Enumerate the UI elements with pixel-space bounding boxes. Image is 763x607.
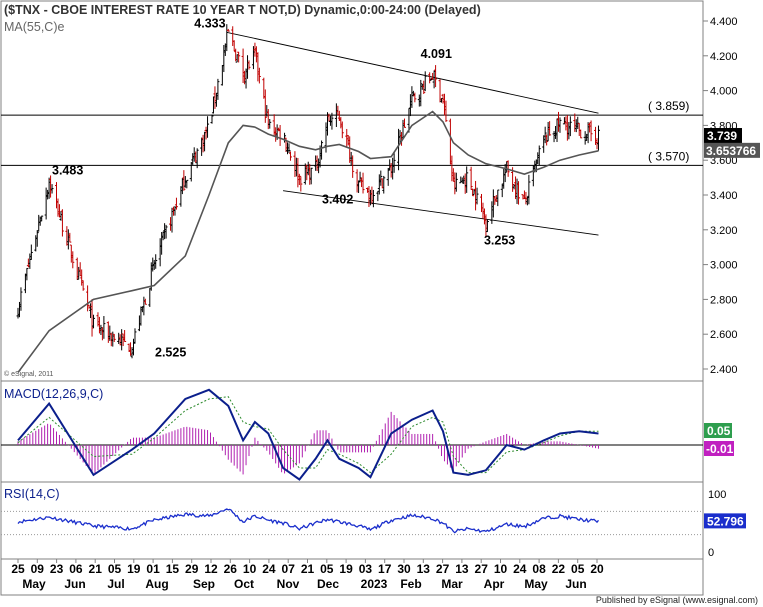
level-label: ( 3.859) xyxy=(648,99,689,113)
rsi-value-badge xyxy=(704,513,746,529)
macd-line xyxy=(17,388,599,481)
date-tick-label: 05 xyxy=(108,562,122,576)
date-tick-label: 17 xyxy=(378,562,392,576)
price-annotation: 3.402 xyxy=(322,193,353,207)
month-label: Nov xyxy=(277,577,300,591)
rsi-panel: 10050052.796 xyxy=(1,489,746,559)
date-tick-label: 05 xyxy=(571,562,585,576)
date-tick-label: 06 xyxy=(69,562,83,576)
rsi-tick-label: 0 xyxy=(708,547,714,559)
date-tick-label: 24 xyxy=(513,562,527,576)
macd-panel: 0.05 -0.01 xyxy=(1,388,734,481)
date-tick-label: 21 xyxy=(89,562,103,576)
trendline xyxy=(283,190,599,236)
price-annotation: 2.525 xyxy=(155,345,186,359)
price-tick-label: 3.400 xyxy=(710,190,738,202)
price-tick-label: 4.400 xyxy=(710,16,738,28)
date-tick-label: 19 xyxy=(339,562,353,576)
price-tick-label: 3.200 xyxy=(710,225,738,237)
price-tick-label: 2.600 xyxy=(710,329,738,341)
date-tick-label: 12 xyxy=(204,562,218,576)
macd-value-badge xyxy=(704,423,732,438)
month-label: Jun xyxy=(64,577,85,591)
price-annotation: 4.333 xyxy=(194,17,225,31)
price-tick-label: 4.000 xyxy=(710,86,738,98)
price-tick-label: 4.200 xyxy=(710,51,738,63)
month-label: Jul xyxy=(107,577,124,591)
date-tick-label: 03 xyxy=(359,562,373,576)
price-panel: 4.4004.2004.0003.8003.6003.4003.2003.000… xyxy=(1,16,760,376)
rsi-line xyxy=(17,508,600,534)
price-annotation: 4.091 xyxy=(421,47,452,61)
date-tick-label: 05 xyxy=(320,562,334,576)
date-tick-label: 25 xyxy=(11,562,25,576)
date-tick-label: 26 xyxy=(224,562,238,576)
date-tick-label: 10 xyxy=(243,562,257,576)
date-tick-label: 27 xyxy=(475,562,489,576)
date-tick-label: 30 xyxy=(397,562,411,576)
month-label: Dec xyxy=(317,577,339,591)
date-tick-label: 22 xyxy=(552,562,566,576)
last-price-badge xyxy=(704,128,742,144)
ma-label: MA(55,C)e xyxy=(4,20,64,34)
date-tick-label: 21 xyxy=(301,562,315,576)
month-label: Feb xyxy=(400,577,421,591)
date-tick-label: 23 xyxy=(50,562,64,576)
price-tick-label: 3.000 xyxy=(710,260,738,272)
watermark: © eSignal, 2011 xyxy=(4,370,54,378)
date-tick-label: 19 xyxy=(127,562,141,576)
price-tick-label: 3.600 xyxy=(710,155,738,167)
level-label: ( 3.570) xyxy=(648,149,689,163)
macd-label: MACD(12,26,9,C) xyxy=(4,387,103,401)
date-tick-label: 08 xyxy=(532,562,546,576)
signal-value: -0.01 xyxy=(706,442,734,456)
chart-title: ($TNX - CBOE INTEREST RATE 10 YEAR T NOT… xyxy=(4,3,481,17)
date-tick-label: 15 xyxy=(166,562,180,576)
month-label: 2023 xyxy=(361,577,388,591)
rsi-label: RSI(14,C) xyxy=(4,487,60,501)
month-label: Oct xyxy=(234,577,254,591)
last-price-value: 3.739 xyxy=(707,129,737,143)
ma-value-badge xyxy=(704,142,760,158)
date-tick-label: 10 xyxy=(494,562,508,576)
price-annotation: 3.483 xyxy=(52,164,83,178)
date-tick-label: 13 xyxy=(455,562,469,576)
month-label: May xyxy=(22,577,46,591)
date-tick-label: 27 xyxy=(436,562,450,576)
price-annotation: 3.253 xyxy=(484,234,515,248)
rsi-value: 52.796 xyxy=(707,514,744,528)
ma55-line xyxy=(17,110,599,373)
date-axis-frame xyxy=(0,558,704,596)
macd-histogram xyxy=(17,411,599,475)
macd-value: 0.05 xyxy=(707,424,731,438)
price-tick-label: 2.400 xyxy=(710,364,738,376)
price-tick-label: 2.800 xyxy=(710,294,738,306)
month-label: Aug xyxy=(145,577,168,591)
date-tick-label: 13 xyxy=(417,562,431,576)
date-tick-label: 20 xyxy=(590,562,604,576)
date-tick-label: 09 xyxy=(31,562,45,576)
month-label: Apr xyxy=(484,577,505,591)
signal-value-badge xyxy=(704,441,734,456)
price-panel-frame xyxy=(0,0,704,382)
date-axis: 25 09 23 06 21 05 19 01 15 29 12 26 10 24 07 21 05 19 03 17… xyxy=(11,559,604,591)
date-tick-label: 07 xyxy=(282,562,296,576)
macd-signal-line xyxy=(17,396,599,474)
month-label: Jun xyxy=(565,577,586,591)
footer-credit: Published by eSignal (www.esignal.com) xyxy=(596,595,758,605)
ma-value: 3.653766 xyxy=(706,144,756,158)
month-label: Mar xyxy=(441,577,463,591)
month-label: Sep xyxy=(193,577,215,591)
date-tick-label: 24 xyxy=(262,562,276,576)
month-label: May xyxy=(524,577,548,591)
trendline xyxy=(228,32,599,114)
date-tick-label: 01 xyxy=(146,562,160,576)
date-tick-label: 29 xyxy=(185,562,199,576)
price-bars xyxy=(16,24,600,359)
rsi-tick-label: 100 xyxy=(708,489,726,501)
